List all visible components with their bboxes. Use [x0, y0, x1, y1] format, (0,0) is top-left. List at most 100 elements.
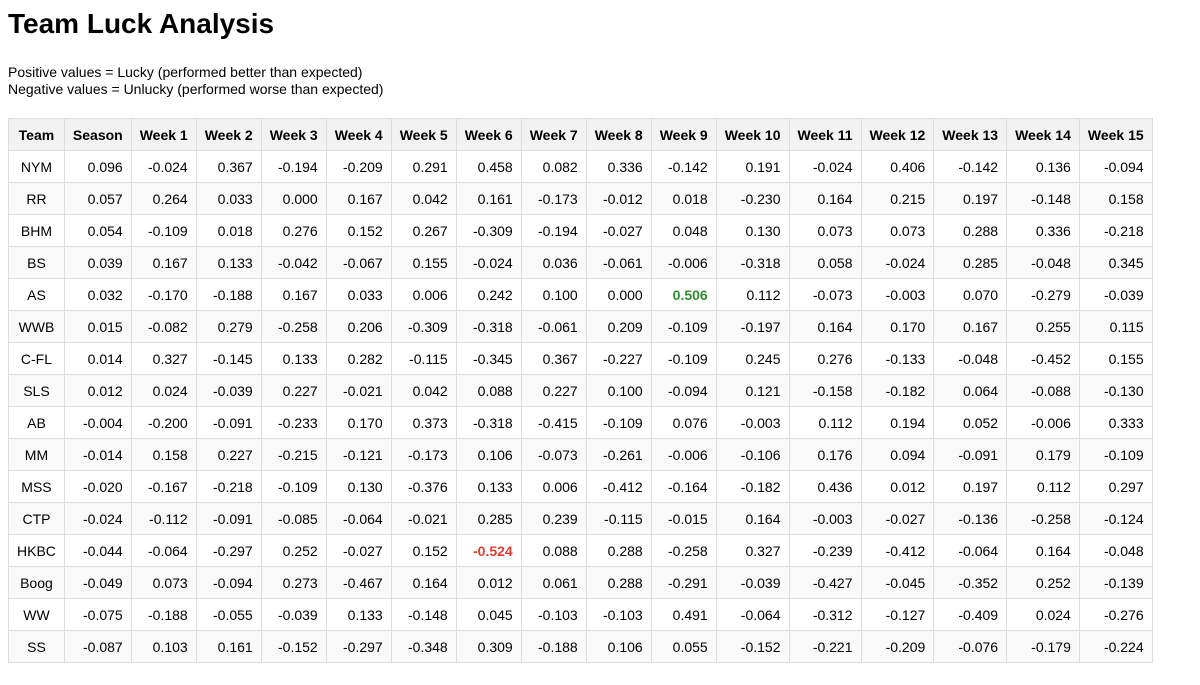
week-value-cell: -0.227	[585, 342, 652, 375]
week-value-cell: -0.027	[860, 502, 935, 535]
week-value-cell: 0.227	[195, 438, 262, 471]
week-value-cell: 0.024	[130, 374, 197, 407]
week-value-cell: -0.279	[1006, 278, 1080, 311]
week-value-cell: 0.194	[860, 406, 935, 439]
week-value-cell: 0.273	[260, 566, 327, 599]
week-value-cell: 0.103	[130, 630, 197, 663]
season-value-cell: 0.015	[63, 310, 132, 343]
week-value-cell: -0.467	[325, 566, 392, 599]
week-value-cell: 0.242	[455, 278, 522, 311]
week-value-cell: -0.352	[933, 566, 1008, 599]
week-value-cell: -0.297	[195, 534, 262, 567]
week-value-cell: 0.164	[788, 310, 862, 343]
week-value-cell: 0.006	[390, 278, 457, 311]
table-row: AS 0.032 -0.170 -0.188 0.167 0.033 0.006 0.242 0…	[8, 278, 1153, 311]
week-value-cell: -0.133	[860, 342, 935, 375]
team-cell: MSS	[8, 470, 65, 503]
week-value-cell: -0.048	[1078, 534, 1153, 567]
week-value-cell: -0.082	[130, 310, 197, 343]
week-value-cell: -0.215	[260, 438, 327, 471]
week-value-cell: -0.148	[1006, 182, 1080, 215]
season-value-cell: -0.004	[63, 406, 132, 439]
week-value-cell: 0.152	[390, 534, 457, 567]
column-header-week-8: Week 8	[585, 118, 652, 151]
week-value-cell: -0.039	[195, 374, 262, 407]
week-value-cell: 0.064	[933, 374, 1008, 407]
week-value-cell: -0.152	[260, 630, 327, 663]
team-cell: Boog	[8, 566, 65, 599]
table-body: NYM 0.096 -0.024 0.367 -0.194 -0.209 0.291 0.45…	[8, 150, 1153, 663]
week-value-cell: -0.258	[260, 310, 327, 343]
week-value-cell: 0.179	[1006, 438, 1080, 471]
week-value-cell: 0.327	[715, 534, 790, 567]
week-value-cell: 0.264	[130, 182, 197, 215]
week-value-cell: 0.197	[933, 470, 1008, 503]
week-value-cell: -0.124	[1078, 502, 1153, 535]
week-value-cell: -0.182	[715, 470, 790, 503]
week-value-cell: 0.076	[650, 406, 717, 439]
week-value-cell: -0.348	[390, 630, 457, 663]
week-value-cell: -0.142	[933, 150, 1008, 183]
week-value-cell: 0.197	[933, 182, 1008, 215]
week-value-cell: -0.318	[455, 310, 522, 343]
week-value-cell: 0.336	[585, 150, 652, 183]
week-value-cell: -0.291	[650, 566, 717, 599]
week-value-cell: -0.109	[1078, 438, 1153, 471]
week-value-cell: -0.173	[390, 438, 457, 471]
legend-negative: Negative values = Unlucky (performed wor…	[8, 81, 384, 97]
week-value-cell: 0.239	[520, 502, 587, 535]
week-value-cell: -0.167	[130, 470, 197, 503]
column-header-week-13: Week 13	[933, 118, 1008, 151]
column-header-week-9: Week 9	[650, 118, 717, 151]
week-value-cell: 0.136	[1006, 150, 1080, 183]
week-value-cell: 0.164	[1006, 534, 1080, 567]
week-value-cell: 0.033	[325, 278, 392, 311]
week-value-cell: -0.003	[788, 502, 862, 535]
week-value-cell: 0.130	[715, 214, 790, 247]
column-header-week-11: Week 11	[788, 118, 862, 151]
week-value-cell: -0.094	[1078, 150, 1153, 183]
week-value-cell: -0.024	[455, 246, 522, 279]
week-value-cell: 0.012	[860, 470, 935, 503]
season-value-cell: 0.096	[63, 150, 132, 183]
week-value-cell: 0.042	[390, 182, 457, 215]
season-value-cell: 0.039	[63, 246, 132, 279]
legend-positive: Positive values = Lucky (performed bette…	[8, 64, 363, 80]
week-value-cell: 0.227	[260, 374, 327, 407]
week-value-cell: -0.221	[788, 630, 862, 663]
week-value-cell: -0.188	[520, 630, 587, 663]
week-value-cell: 0.252	[260, 534, 327, 567]
week-value-cell: 0.055	[650, 630, 717, 663]
week-value-cell: -0.239	[788, 534, 862, 567]
week-value-cell: 0.100	[585, 374, 652, 407]
week-value-cell: 0.073	[788, 214, 862, 247]
column-header-week-3: Week 3	[260, 118, 327, 151]
week-value-cell: -0.139	[1078, 566, 1153, 599]
week-value-cell: -0.415	[520, 406, 587, 439]
week-value-cell: -0.152	[715, 630, 790, 663]
week-value-cell: 0.130	[325, 470, 392, 503]
week-value-cell: 0.267	[390, 214, 457, 247]
week-value-cell: 0.012	[455, 566, 522, 599]
week-value-cell: -0.224	[1078, 630, 1153, 663]
season-value-cell: -0.049	[63, 566, 132, 599]
luck-table: Team Season Week 1 Week 2 Week 3 Week 4 Week 5…	[8, 118, 1153, 663]
column-header-week-5: Week 5	[390, 118, 457, 151]
week-value-cell: -0.021	[390, 502, 457, 535]
column-header-week-7: Week 7	[520, 118, 587, 151]
week-value-cell: 0.112	[788, 406, 862, 439]
week-value-cell: -0.145	[195, 342, 262, 375]
week-value-cell: -0.121	[325, 438, 392, 471]
week-value-cell: 0.164	[390, 566, 457, 599]
week-value-cell: -0.148	[390, 598, 457, 631]
week-value-cell: -0.042	[260, 246, 327, 279]
week-value-cell: 0.088	[520, 534, 587, 567]
week-value-cell: -0.112	[130, 502, 197, 535]
week-value-cell: 0.252	[1006, 566, 1080, 599]
season-value-cell: -0.087	[63, 630, 132, 663]
week-value-cell: 0.333	[1078, 406, 1153, 439]
week-value-cell: 0.367	[195, 150, 262, 183]
week-value-cell: 0.106	[585, 630, 652, 663]
week-value-cell: 0.082	[520, 150, 587, 183]
week-value-cell: -0.027	[325, 534, 392, 567]
